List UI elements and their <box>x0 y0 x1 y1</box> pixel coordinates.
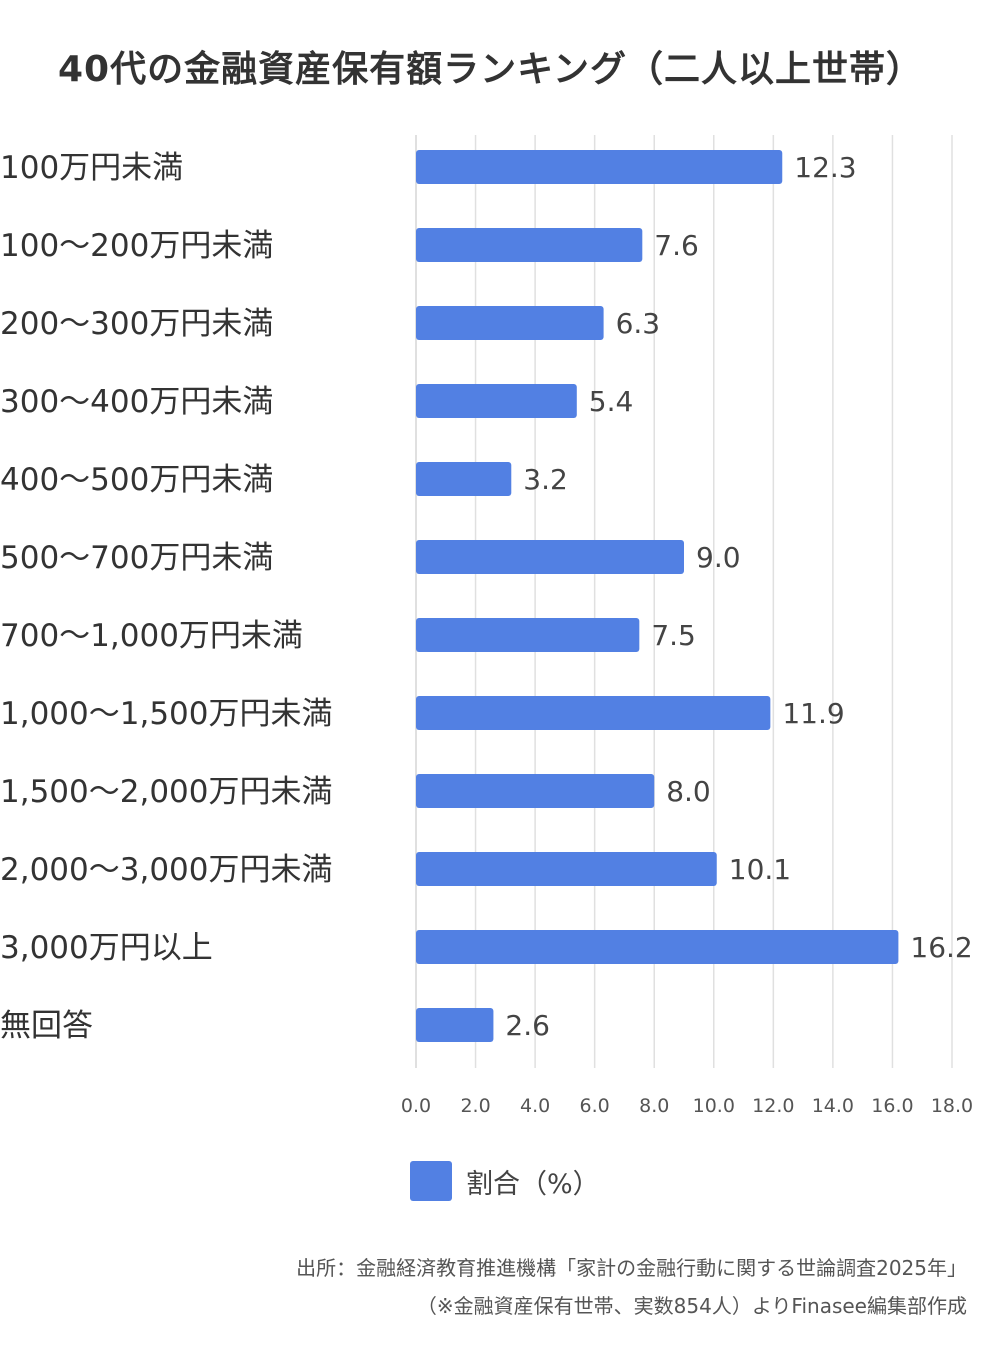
category-label: 300〜400万円未満 <box>0 384 273 420</box>
x-tick-label: 18.0 <box>931 1095 973 1117</box>
source-note-line-2: （※金融資産保有世帯、実数854人）よりFinasee編集部作成 <box>416 1294 967 1318</box>
chart-title: 40代の金融資産保有額ランキング（二人以上世帯） <box>57 49 924 90</box>
bar <box>416 930 899 964</box>
bars <box>416 150 899 1042</box>
x-tick-label: 4.0 <box>520 1095 550 1117</box>
category-label: 1,500〜2,000万円未満 <box>0 774 333 810</box>
category-label: 2,000〜3,000万円未満 <box>0 852 333 888</box>
category-label: 500〜700万円未満 <box>0 540 273 576</box>
bar <box>416 462 512 496</box>
x-tick-label: 12.0 <box>752 1095 794 1117</box>
bar <box>416 852 717 886</box>
category-label: 200〜300万円未満 <box>0 306 273 342</box>
bar <box>416 384 577 418</box>
bar <box>416 696 771 730</box>
bar-value-label: 9.0 <box>696 541 741 574</box>
bar <box>416 228 643 262</box>
bar <box>416 150 783 184</box>
bar-value-label: 16.2 <box>910 931 972 964</box>
category-label: 無回答 <box>0 1008 93 1044</box>
x-tick-label: 10.0 <box>693 1095 735 1117</box>
legend-label: 割合（%） <box>466 1168 600 1200</box>
bar-value-label: 10.1 <box>729 853 791 886</box>
bar <box>416 306 604 340</box>
x-tick-label: 2.0 <box>460 1095 490 1117</box>
x-tick-label: 16.0 <box>871 1095 913 1117</box>
x-tick-label: 14.0 <box>812 1095 854 1117</box>
category-label: 1,000〜1,500万円未満 <box>0 696 333 732</box>
bar-value-label: 7.5 <box>651 619 696 652</box>
category-label: 3,000万円以上 <box>0 930 213 966</box>
bar-value-label: 7.6 <box>654 229 699 262</box>
legend: 割合（%） <box>410 1160 600 1202</box>
bar-value-label: 6.3 <box>616 307 661 340</box>
category-label: 700〜1,000万円未満 <box>0 618 303 654</box>
bar-value-label: 5.4 <box>589 385 634 418</box>
bar <box>416 540 684 574</box>
source-note-line-1: 出所：金融経済教育推進機構「家計の金融行動に関する世論調査2025年」 <box>296 1256 967 1280</box>
bar-value-label: 12.3 <box>794 151 856 184</box>
x-tick-label: 8.0 <box>639 1095 669 1117</box>
category-label: 400〜500万円未満 <box>0 462 273 498</box>
legend-swatch <box>410 1161 452 1201</box>
bar-value-label: 3.2 <box>523 463 568 496</box>
bar-value-label: 11.9 <box>782 697 844 730</box>
labels: 0.0 2.0 4.0 6.0 8.0 10.0 12.0 14.0 16.0 18.0 100万円… <box>0 150 973 1117</box>
bar <box>416 618 640 652</box>
category-label: 100〜200万円未満 <box>0 228 273 264</box>
bar-value-label: 2.6 <box>505 1009 550 1042</box>
category-label: 100万円未満 <box>0 150 183 186</box>
bar <box>416 774 655 808</box>
x-tick-label: 0.0 <box>401 1095 431 1117</box>
bar <box>416 1008 494 1042</box>
grid-lines <box>415 135 953 1068</box>
x-tick-label: 6.0 <box>580 1095 610 1117</box>
bar-value-label: 8.0 <box>666 775 711 808</box>
